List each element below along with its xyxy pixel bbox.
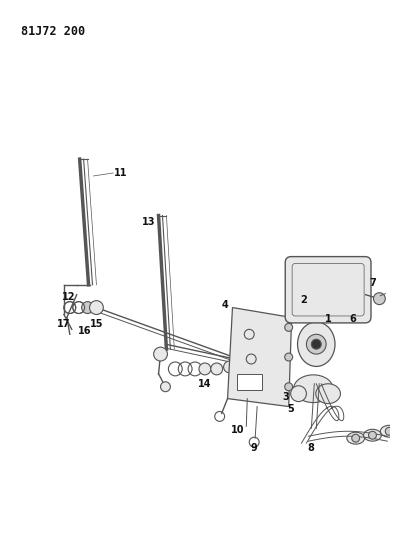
Text: 15: 15 xyxy=(90,319,103,329)
Text: 14: 14 xyxy=(198,379,211,389)
Text: 1: 1 xyxy=(325,314,331,325)
Circle shape xyxy=(90,301,103,314)
Polygon shape xyxy=(228,308,292,407)
Text: 12: 12 xyxy=(62,292,75,302)
Text: 17: 17 xyxy=(57,319,71,329)
Text: 9: 9 xyxy=(251,443,257,453)
Ellipse shape xyxy=(347,432,365,444)
Circle shape xyxy=(160,382,171,392)
Text: 7: 7 xyxy=(369,278,376,288)
Text: 3: 3 xyxy=(282,392,289,402)
Text: 10: 10 xyxy=(231,425,244,435)
Circle shape xyxy=(211,363,222,375)
Text: 6: 6 xyxy=(349,314,356,325)
Circle shape xyxy=(311,339,321,349)
Ellipse shape xyxy=(380,425,393,437)
Circle shape xyxy=(285,353,293,361)
Ellipse shape xyxy=(298,322,335,367)
Text: 4: 4 xyxy=(221,300,228,310)
Circle shape xyxy=(307,334,326,354)
Circle shape xyxy=(305,300,315,310)
Circle shape xyxy=(352,434,360,442)
Text: 13: 13 xyxy=(142,217,156,228)
Text: 8: 8 xyxy=(307,443,314,453)
Ellipse shape xyxy=(364,429,381,441)
FancyBboxPatch shape xyxy=(237,374,262,390)
Circle shape xyxy=(291,386,307,401)
Circle shape xyxy=(285,383,293,391)
Circle shape xyxy=(82,302,94,313)
Circle shape xyxy=(90,302,102,313)
Text: 81J72 200: 81J72 200 xyxy=(20,25,84,37)
Circle shape xyxy=(154,347,167,361)
Text: 11: 11 xyxy=(114,168,128,178)
Text: 2: 2 xyxy=(300,295,307,305)
Ellipse shape xyxy=(316,384,340,403)
Circle shape xyxy=(373,293,385,304)
FancyBboxPatch shape xyxy=(285,256,371,323)
Text: 5: 5 xyxy=(287,403,294,414)
Ellipse shape xyxy=(294,375,333,402)
Circle shape xyxy=(224,361,235,373)
Circle shape xyxy=(369,431,376,439)
Text: 16: 16 xyxy=(78,326,91,336)
Circle shape xyxy=(199,363,211,375)
Circle shape xyxy=(285,324,293,332)
Circle shape xyxy=(385,427,393,435)
